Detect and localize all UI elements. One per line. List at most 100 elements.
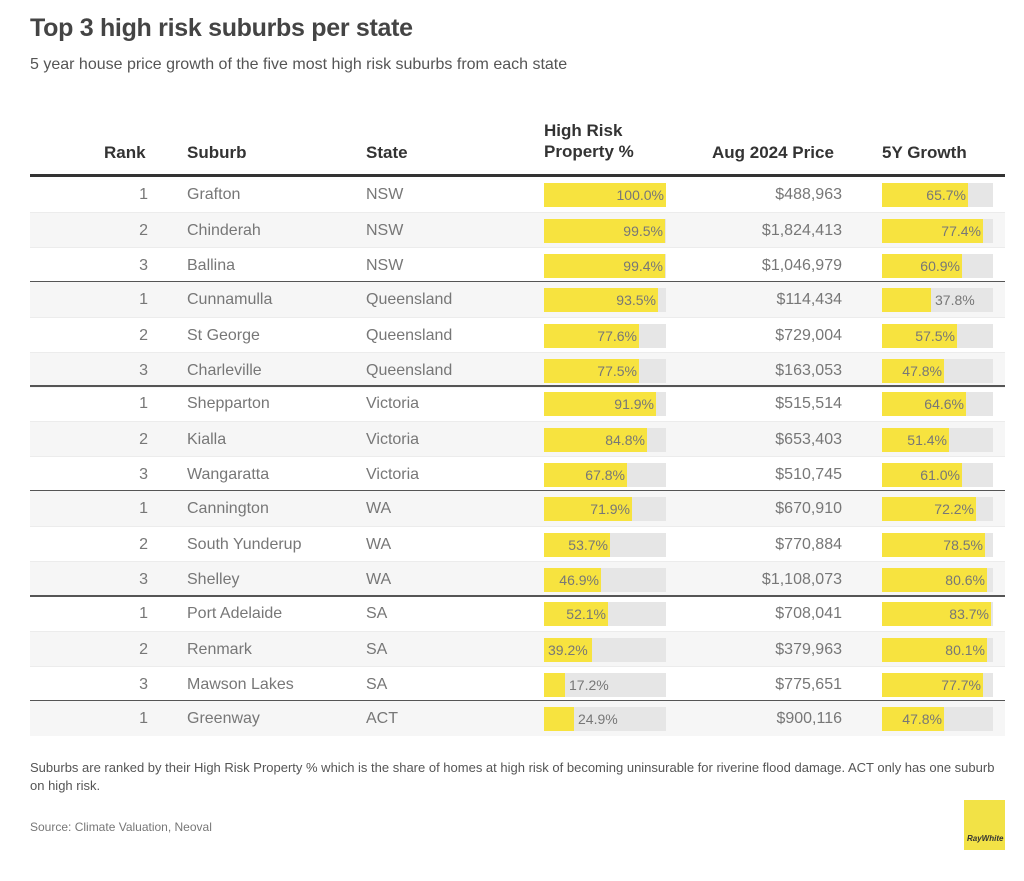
high-risk-bar-track: 99.4% (544, 253, 666, 278)
price-cell: $510,745 (775, 466, 842, 484)
high-risk-bar-track: 39.2% (544, 637, 666, 662)
footnote: Suburbs are ranked by their High Risk Pr… (30, 760, 995, 793)
high-risk-label: 99.4% (623, 257, 663, 274)
high-risk-label: 52.1% (566, 605, 606, 622)
table-row: 1 Port Adelaide SA 52.1% $708,041 83.7% (30, 596, 1005, 631)
price-cell: $488,963 (775, 186, 842, 203)
growth-bar-track: 80.6% (882, 567, 993, 592)
high-risk-bar (544, 497, 632, 522)
high-risk-bar-track: 100.0% (544, 183, 666, 207)
table-row: 1 Cunnamulla Queensland 93.5% $114,434 37.8% (30, 281, 1005, 317)
high-risk-bar-track: 46.9% (544, 567, 666, 592)
rank-cell: 1 (139, 290, 148, 308)
suburb-cell: Charleville (187, 361, 262, 379)
price-cell: $114,434 (776, 290, 842, 308)
price-cell: $379,963 (775, 640, 842, 658)
growth-bar (882, 533, 985, 557)
growth-bar (882, 463, 962, 488)
table-row: 1 Shepparton Victoria 91.9% $515,514 64.6% (30, 386, 1005, 421)
state-cell: Queensland (366, 290, 453, 308)
high-risk-bar (544, 358, 639, 383)
header-high-risk-line2: Property % (544, 142, 634, 161)
growth-bar (882, 218, 983, 243)
high-risk-bar (544, 218, 665, 243)
growth-bar (882, 392, 966, 417)
high-risk-label: 77.6% (597, 327, 637, 344)
price-cell: $670,910 (775, 500, 842, 518)
rank-cell: 1 (139, 395, 148, 413)
high-risk-label: 77.5% (597, 362, 637, 379)
growth-bar (882, 253, 962, 278)
high-risk-label: 93.5% (616, 291, 656, 308)
growth-bar (882, 183, 968, 207)
growth-bar (882, 323, 957, 348)
rank-cell: 2 (139, 326, 148, 344)
raywhite-logo: RayWhite (964, 800, 1005, 850)
table-row: 3 Wangaratta Victoria 67.8% $510,745 61.0% (30, 456, 1005, 492)
state-cell: Victoria (366, 395, 420, 413)
header-rule (30, 174, 1005, 177)
suburb-cell: Ballina (187, 256, 236, 274)
growth-label: 57.5% (915, 327, 955, 344)
state-cell: SA (366, 675, 388, 693)
high-risk-label: 91.9% (614, 396, 654, 413)
growth-label: 64.6% (924, 396, 964, 413)
rank-cell: 3 (139, 256, 148, 274)
high-risk-bar-track: 77.5% (544, 358, 666, 383)
high-risk-bar (544, 706, 574, 731)
state-cell: Queensland (366, 361, 453, 379)
state-cell: WA (366, 536, 392, 553)
suburb-cell: Mawson Lakes (187, 675, 294, 693)
header-rank: Rank (104, 143, 146, 162)
growth-bar-track: 80.1% (882, 637, 993, 662)
growth-label: 37.8% (935, 291, 975, 308)
high-risk-bar-track: 93.5% (544, 287, 666, 312)
chart-subtitle: 5 year house price growth of the five mo… (30, 56, 568, 73)
high-risk-bar (544, 287, 658, 312)
table-row: 1 Cannington WA 71.9% $670,910 72.2% (30, 491, 1005, 527)
growth-bar-track: 61.0% (882, 463, 993, 488)
high-risk-bar-track: 99.5% (544, 218, 666, 243)
suburb-cell: South Yunderup (187, 536, 302, 553)
high-risk-bar (544, 601, 608, 626)
table-row: 3 Mawson Lakes SA 17.2% $775,651 77.7% (30, 665, 1005, 702)
table-row: 2 South Yunderup WA 53.7% $770,884 78.5% (30, 526, 1005, 562)
growth-bar (882, 672, 983, 697)
high-risk-bar-track: 53.7% (544, 533, 666, 557)
suburb-cell: Shelley (187, 570, 240, 588)
high-risk-label: 53.7% (568, 537, 608, 553)
state-cell: WA (366, 500, 392, 518)
table-row: 2 Chinderah NSW 99.5% $1,824,413 77.4% (30, 211, 1005, 248)
state-cell: NSW (366, 186, 404, 203)
growth-bar-track: 51.4% (882, 428, 993, 453)
high-risk-label: 39.2% (548, 641, 588, 658)
rank-cell: 1 (139, 500, 148, 518)
rank-cell: 3 (139, 675, 148, 693)
growth-bar-track: 72.2% (882, 497, 993, 522)
growth-label: 61.0% (920, 467, 960, 484)
high-risk-bar (544, 183, 666, 207)
high-risk-bar (544, 637, 592, 662)
table-row: 3 Ballina NSW 99.4% $1,046,979 60.9% (30, 246, 1005, 283)
high-risk-label: 99.5% (623, 222, 663, 239)
logo-text: RayWhite (967, 834, 1004, 843)
high-risk-bar (544, 428, 647, 453)
state-cell: NSW (366, 256, 404, 274)
suburb-cell: Grafton (187, 186, 241, 203)
high-risk-bar (544, 567, 601, 592)
high-risk-bar-track: 91.9% (544, 392, 666, 417)
growth-bar (882, 497, 976, 522)
high-risk-bar (544, 672, 565, 697)
rank-cell: 1 (139, 186, 148, 203)
growth-bar (882, 637, 987, 662)
high-risk-bar (544, 533, 610, 557)
rank-cell: 3 (139, 466, 148, 484)
suburb-cell: Shepparton (187, 395, 270, 413)
growth-bar-track: 47.8% (882, 706, 993, 731)
growth-label: 77.4% (941, 222, 981, 239)
suburb-cell: Cunnamulla (187, 290, 273, 308)
high-risk-label: 17.2% (569, 676, 609, 693)
growth-bar (882, 706, 944, 731)
high-risk-bar (544, 463, 627, 488)
table-row: 3 Charleville Queensland 77.5% $163,053 47.8% (30, 351, 1005, 388)
